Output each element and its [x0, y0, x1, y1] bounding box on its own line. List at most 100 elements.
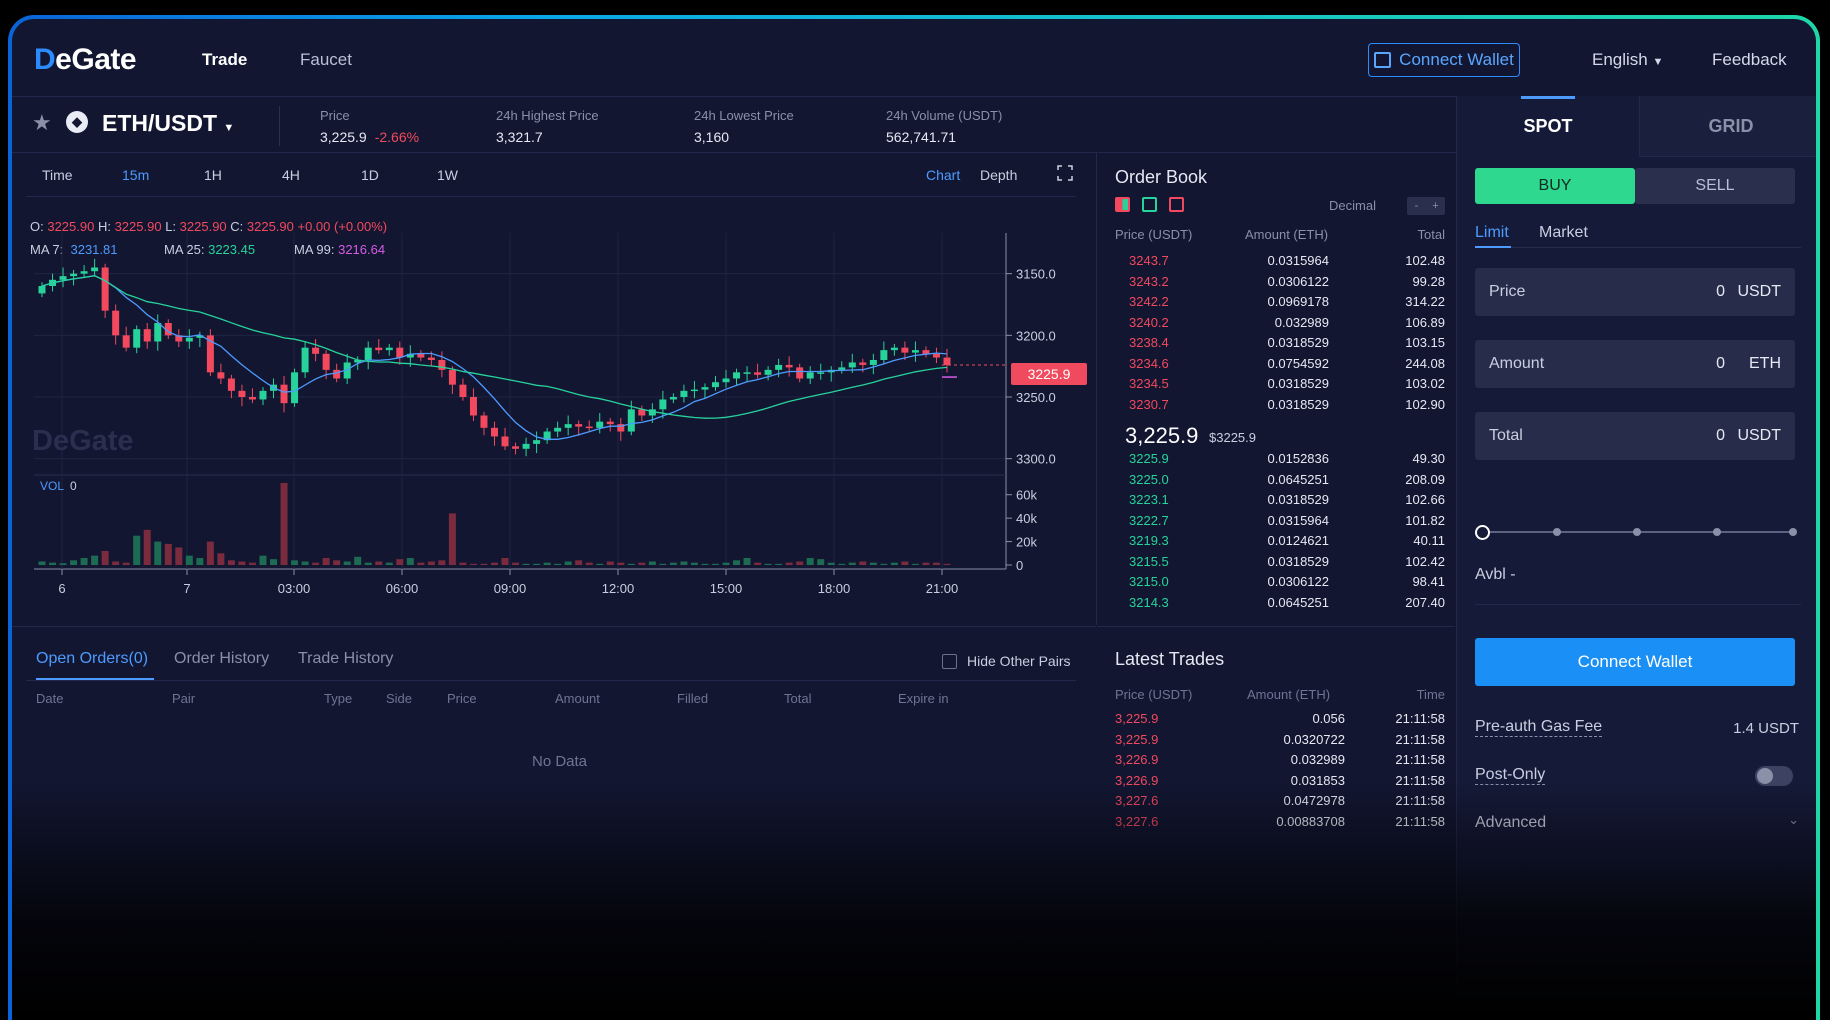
language-selector[interactable]: English ▼	[1592, 50, 1663, 70]
amount-slider[interactable]	[1475, 524, 1797, 540]
tabs-divider	[26, 680, 1076, 681]
volume-bar	[785, 562, 793, 565]
ask-row[interactable]: 3240.2 0.032989 106.89	[1097, 315, 1455, 335]
fullscreen-icon[interactable]	[1057, 165, 1073, 181]
connect-wallet-nav-button[interactable]: Connect Wallet	[1368, 43, 1520, 77]
decimal-plus-button[interactable]: +	[1432, 200, 1439, 212]
volume-bar	[543, 562, 551, 565]
bid-amount: 0.0306122	[1267, 574, 1329, 589]
ask-row[interactable]: 3234.6 0.0754592 244.08	[1097, 356, 1455, 376]
candle-body	[164, 323, 172, 336]
hide-other-pairs-checkbox[interactable]: Hide Other Pairs	[942, 653, 1070, 669]
logo[interactable]: DeGate	[34, 43, 137, 76]
ask-row[interactable]: 3238.4 0.0318529 103.15	[1097, 335, 1455, 355]
slider-knob[interactable]	[1475, 525, 1490, 540]
tab-market[interactable]: Market	[1539, 224, 1588, 241]
timeframe-1h[interactable]: 1H	[204, 167, 222, 183]
tab-grid[interactable]: GRID	[1639, 96, 1816, 157]
price-tick-label: 3150.0	[1016, 267, 1056, 282]
timeframe-time[interactable]: Time	[42, 167, 73, 183]
candle-body	[80, 271, 88, 274]
nav-trade[interactable]: Trade	[202, 50, 248, 69]
tab-limit[interactable]: Limit	[1475, 224, 1509, 241]
volume-bar	[80, 557, 88, 565]
price-input[interactable]: Price 0 USDT	[1475, 268, 1795, 316]
star-icon[interactable]: ★	[32, 110, 52, 135]
candle-body	[606, 421, 614, 425]
volume-bar	[827, 562, 835, 565]
chart-view-button[interactable]: Chart	[926, 167, 961, 183]
candle-body	[480, 415, 488, 428]
volume-bar	[248, 562, 256, 565]
gas-fee-label[interactable]: Pre-auth Gas Fee	[1475, 718, 1603, 737]
candlestick-chart[interactable]: 3300.0 3250.0 3200.0 3150.0 60k 40k 20k 0 6 7 03:0…	[12, 153, 1096, 625]
decimal-minus-button[interactable]: -	[1414, 200, 1419, 212]
slider-mark-100[interactable]	[1789, 528, 1797, 536]
price-input-unit: USDT	[1737, 283, 1781, 300]
tab-order-history[interactable]: Order History	[174, 650, 270, 667]
ticker-divider	[279, 106, 280, 146]
ask-total: 99.28	[1412, 273, 1445, 289]
chart-panel: Time 15m 1H 4H 1D 1W Chart Depth O: 3225…	[12, 153, 1097, 625]
timeframe-15m[interactable]: 15m	[122, 167, 150, 183]
slider-mark-75[interactable]	[1713, 528, 1721, 536]
slider-mark-50[interactable]	[1633, 528, 1641, 536]
checkbox-box	[942, 653, 957, 669]
bid-amount: 0.0152836	[1267, 451, 1329, 466]
ask-row[interactable]: 3243.2 0.0306122 99.28	[1097, 274, 1455, 294]
ask-row[interactable]: 3242.2 0.0969178 314.22	[1097, 294, 1455, 314]
feedback-link[interactable]: Feedback	[1712, 50, 1787, 69]
volume-bar	[396, 559, 404, 565]
sell-button[interactable]: SELL	[1635, 168, 1795, 204]
connect-wallet-button[interactable]: Connect Wallet	[1475, 638, 1795, 686]
bid-amount: 0.0318529	[1267, 492, 1329, 507]
amount-input-value: 0	[1716, 355, 1725, 372]
timeframe-4h[interactable]: 4H	[282, 167, 300, 183]
ask-price: 3234.5	[1129, 376, 1169, 391]
slider-mark-25[interactable]	[1553, 528, 1561, 536]
ohlc-close: 3225.90 +0.00 (+0.00%)	[246, 219, 388, 234]
ask-row[interactable]: 3234.5 0.0318529 103.02	[1097, 376, 1455, 396]
time-tick-label: 18:00	[818, 581, 851, 596]
ask-row[interactable]: 3243.7 0.0315964 102.48	[1097, 253, 1455, 273]
candle-body	[775, 364, 783, 370]
depth-view-button[interactable]: Depth	[980, 167, 1018, 183]
advanced-section[interactable]: Advanced	[1475, 814, 1547, 831]
candle-body	[196, 335, 204, 338]
buy-button[interactable]: BUY	[1475, 168, 1635, 204]
ask-amount: 0.032989	[1274, 314, 1329, 330]
both-sides-view-icon[interactable]	[1115, 197, 1130, 212]
active-tab-underline	[36, 678, 154, 680]
tab-trade-history[interactable]: Trade History	[298, 650, 394, 667]
bid-row[interactable]: 3223.1 0.0318529 102.66	[1097, 492, 1455, 512]
bid-row[interactable]: 3225.0 0.0645251 208.09	[1097, 472, 1455, 492]
tab-spot[interactable]: SPOT	[1457, 96, 1639, 156]
bid-row[interactable]: 3214.3 0.0645251 207.40	[1097, 595, 1455, 615]
chevron-down-icon[interactable]: ⌄	[1788, 812, 1799, 827]
bid-row[interactable]: 3222.7 0.0315964 101.82	[1097, 513, 1455, 533]
asks-view-icon[interactable]	[1169, 197, 1184, 212]
candle-body	[491, 427, 498, 437]
candle-body	[154, 323, 162, 342]
total-input[interactable]: Total 0 USDT	[1475, 412, 1795, 460]
candle-body	[375, 347, 383, 351]
pair-selector[interactable]: ETH/USDT ▼	[102, 110, 234, 137]
post-only-label[interactable]: Post-Only	[1475, 766, 1546, 785]
amount-input[interactable]: Amount 0 ETH	[1475, 340, 1795, 388]
bid-row[interactable]: 3219.3 0.0124621 40.11	[1097, 533, 1455, 553]
bids-view-icon[interactable]	[1142, 197, 1157, 212]
timeframe-1d[interactable]: 1D	[361, 167, 379, 183]
tab-open-orders[interactable]: Open Orders(0)	[36, 650, 149, 667]
bid-row[interactable]: 3215.5 0.0318529 102.42	[1097, 554, 1455, 574]
timeframe-1w[interactable]: 1W	[437, 167, 458, 183]
candle-body	[364, 347, 372, 360]
ask-total: 102.48	[1405, 253, 1445, 268]
bid-row[interactable]: 3215.0 0.0306122 98.41	[1097, 574, 1455, 594]
post-only-toggle[interactable]	[1755, 766, 1793, 786]
volume-bar	[617, 562, 625, 565]
bid-row[interactable]: 3225.9 0.0152836 49.30	[1097, 451, 1455, 471]
stat-price: Price 3,225.9 -2.66%	[320, 108, 419, 145]
nav-faucet[interactable]: Faucet	[300, 50, 352, 69]
ask-price: 3243.2	[1129, 273, 1169, 289]
ask-row[interactable]: 3230.7 0.0318529 102.90	[1097, 397, 1455, 417]
